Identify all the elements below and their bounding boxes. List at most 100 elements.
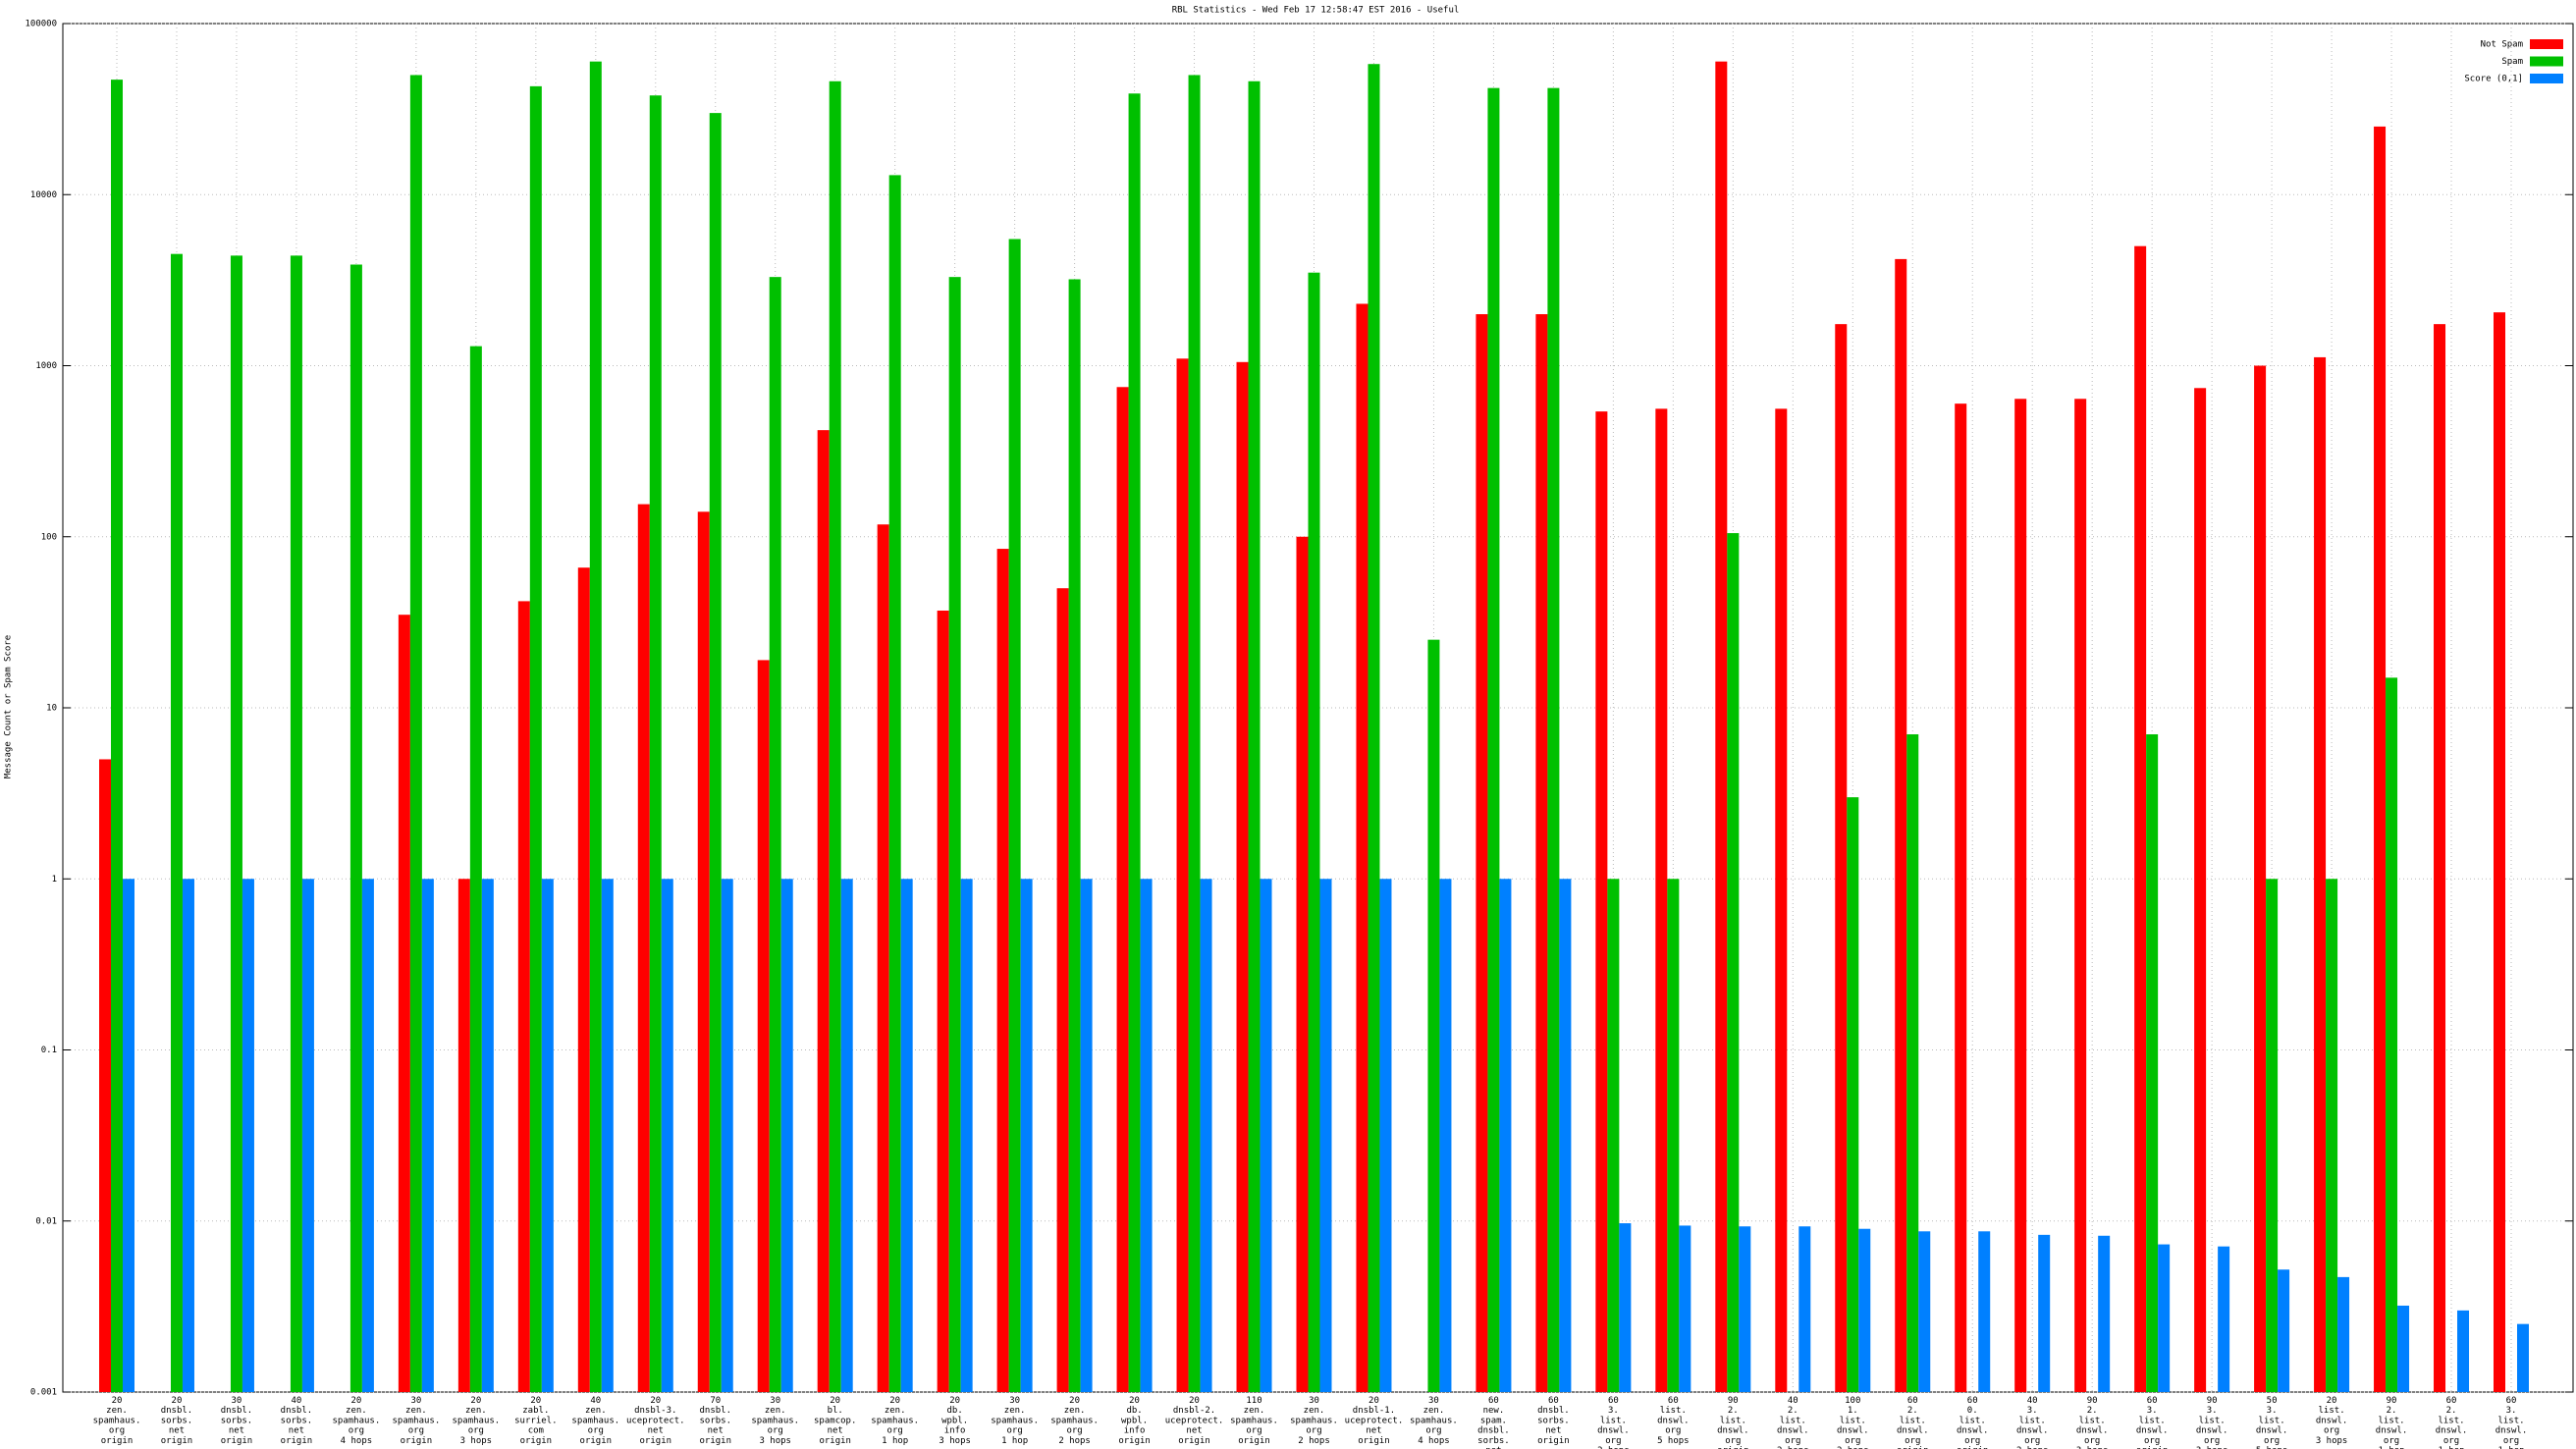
x-tick-label: 20 dnsbl-2. uceprotect. net origin xyxy=(1165,1396,1224,1446)
x-tick-label-line: 60 xyxy=(1488,1396,1499,1406)
bar xyxy=(1595,411,1608,1393)
x-tick-label: 30 zen. spamhaus. org 3 hops xyxy=(751,1396,799,1446)
x-tick-label-line: origin xyxy=(1897,1446,1929,1449)
x-tick-label-line: origin xyxy=(2136,1446,2169,1449)
x-tick-label-line: 2 hops xyxy=(1837,1446,1869,1449)
bar xyxy=(1858,1228,1871,1392)
bar xyxy=(123,879,134,1392)
x-tick-label-line: wpbl. xyxy=(1121,1416,1148,1425)
x-tick-label-line: org xyxy=(768,1425,783,1435)
bar xyxy=(948,277,961,1393)
x-tick-label-line: zen. xyxy=(465,1406,487,1416)
x-tick-label-line: list. xyxy=(2379,1416,2405,1425)
x-tick-label-line: org xyxy=(2503,1435,2519,1445)
x-tick-label-line: list. xyxy=(1720,1416,1746,1425)
x-tick-label-line: 60 xyxy=(2506,1396,2517,1406)
x-tick-label-line: origin xyxy=(1537,1435,1570,1445)
x-tick-label-line: 1. xyxy=(1848,1406,1858,1416)
bar xyxy=(469,346,482,1392)
x-tick-label: 110 zen. spamhaus. org origin xyxy=(1230,1396,1278,1446)
x-tick-label-line: 100 xyxy=(1845,1396,1860,1406)
x-tick-label-line: dnswl. xyxy=(2436,1425,2468,1435)
x-tick-label: 20 db. wpbl. info origin xyxy=(1118,1396,1151,1446)
bar xyxy=(1775,408,1788,1392)
x-tick-label-line: org xyxy=(1665,1425,1681,1435)
bar xyxy=(877,524,889,1392)
x-tick-label-line: 60 xyxy=(1967,1396,1978,1406)
bar xyxy=(1715,61,1728,1393)
x-tick-label-line: sorbs. xyxy=(281,1416,313,1425)
x-tick-label-line: origin xyxy=(819,1435,851,1445)
x-tick-label-line: surriel. xyxy=(514,1416,557,1425)
bar xyxy=(840,879,853,1392)
x-tick-label-line: 40 xyxy=(2027,1396,2038,1406)
x-tick-label-line: 4 hops xyxy=(1418,1435,1450,1445)
bar xyxy=(2278,1269,2290,1392)
x-tick-label-line: db. xyxy=(947,1406,963,1416)
x-tick-label-line: list. xyxy=(2319,1406,2345,1416)
bar xyxy=(601,879,614,1392)
bar xyxy=(589,61,602,1393)
x-tick-label-line: 2 hops xyxy=(1597,1446,1630,1449)
bar xyxy=(541,879,554,1392)
bar xyxy=(1248,80,1261,1393)
x-tick-label-line: 110 xyxy=(1246,1396,1261,1406)
x-tick-label-line: list. xyxy=(2079,1416,2106,1425)
x-tick-label-line: net xyxy=(1366,1425,1381,1435)
x-tick-label-line: spamhaus. xyxy=(392,1416,440,1425)
legend-swatch xyxy=(2530,74,2563,83)
x-tick-label-line: list. xyxy=(2438,1416,2464,1425)
x-tick-label-line: spamhaus. xyxy=(751,1416,799,1425)
bar xyxy=(817,430,830,1392)
bar xyxy=(960,879,973,1392)
bar xyxy=(481,879,494,1392)
bar xyxy=(2326,879,2338,1392)
bar xyxy=(937,610,949,1392)
x-tick-label-line: 3 hops xyxy=(2316,1435,2348,1445)
x-tick-label: 20 zen. spamhaus. org 2 hops xyxy=(1050,1396,1099,1446)
x-tick-label-line: 20 xyxy=(470,1396,481,1406)
x-tick-label: 30 zen. spamhaus. org 4 hops xyxy=(1410,1396,1458,1446)
bar xyxy=(1487,87,1500,1393)
bar xyxy=(1655,408,1668,1392)
x-tick-label-line: 60 xyxy=(1907,1396,1918,1406)
x-tick-label: 20 zen. spamhaus. org 1 hop xyxy=(871,1396,919,1446)
bar xyxy=(301,879,314,1392)
x-tick-label-line: 3 hops xyxy=(939,1435,971,1445)
bar xyxy=(398,615,410,1392)
x-tick-label-line: org xyxy=(1425,1425,1441,1435)
bar xyxy=(1260,879,1272,1392)
bar xyxy=(1080,879,1093,1392)
bar xyxy=(1068,279,1081,1392)
bar xyxy=(1955,403,1967,1393)
x-tick-label-line: uceprotect. xyxy=(1165,1416,1224,1425)
x-tick-label-line: 1 hop xyxy=(882,1435,908,1445)
x-tick-label-line: 60 xyxy=(2446,1396,2457,1406)
x-tick-label-line: net xyxy=(169,1425,185,1435)
x-tick-label: 20 zabl. surriel. com origin xyxy=(514,1396,557,1446)
x-tick-label: 40 zen. spamhaus. org origin xyxy=(571,1396,619,1446)
x-tick-label-line: 2. xyxy=(1728,1406,1739,1416)
x-tick-label-line: 60 xyxy=(1668,1396,1679,1406)
x-tick-label-line: dnsbl-2. xyxy=(1173,1406,1215,1416)
x-tick-label-line: 30 xyxy=(232,1396,242,1406)
x-tick-label-line: spamhaus. xyxy=(452,1416,500,1425)
x-tick-label-line: 20 xyxy=(112,1396,123,1406)
x-tick-label-line: org xyxy=(1246,1425,1261,1435)
bar xyxy=(2434,324,2446,1392)
bar xyxy=(1427,639,1440,1392)
bar xyxy=(2397,1305,2410,1392)
bar xyxy=(457,879,470,1392)
x-tick-label-line: 1 hop xyxy=(2497,1446,2524,1449)
x-tick-label-line: 3 hops xyxy=(2076,1446,2109,1449)
x-tick-label-line: org xyxy=(2443,1435,2459,1445)
x-tick-label-line: 0. xyxy=(1967,1406,1978,1416)
x-tick-label-line: org xyxy=(1964,1435,1980,1445)
x-tick-label: 60 list. dnswl. org 5 hops xyxy=(1657,1396,1690,1446)
x-tick-label-line: sorbs. xyxy=(1537,1416,1570,1425)
